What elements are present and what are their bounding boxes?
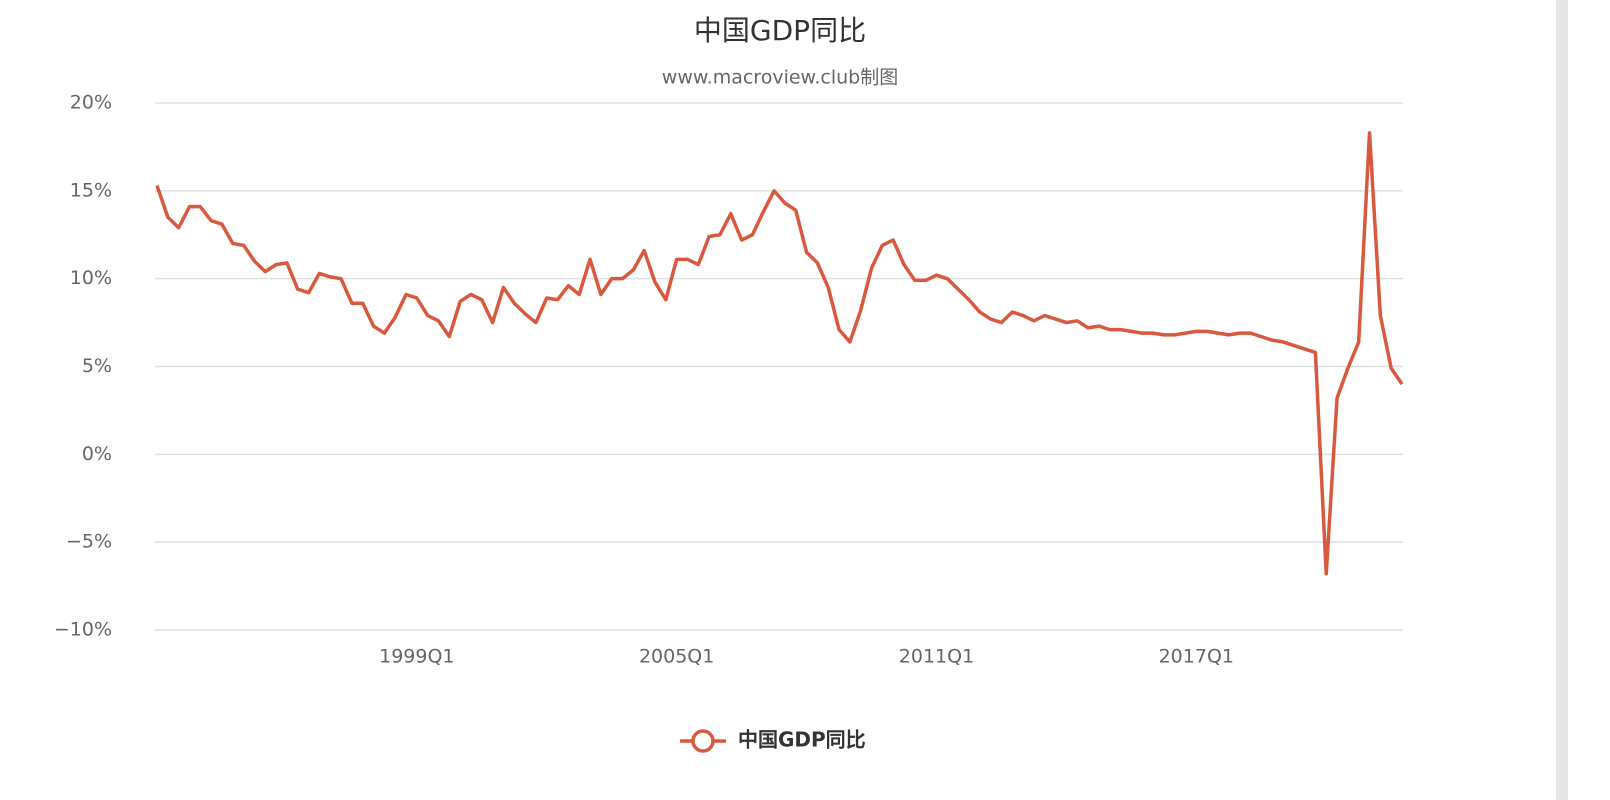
x-tick-label: 2017Q1 xyxy=(1159,646,1234,668)
y-tick-label: 10% xyxy=(70,267,112,289)
data-line xyxy=(155,131,1404,576)
legend-label: 中国GDP同比 xyxy=(738,728,866,752)
legend-marker xyxy=(691,729,715,753)
chart-subtitle: www.macroview.club制图 xyxy=(662,67,898,89)
y-tick-label: 15% xyxy=(70,179,112,201)
y-tick-label: −5% xyxy=(66,531,112,553)
scrollbar xyxy=(1556,0,1568,800)
chart-title: 中国GDP同比 xyxy=(694,14,866,47)
x-tick-label: 2005Q1 xyxy=(639,646,714,668)
y-tick-label: 5% xyxy=(82,355,112,377)
x-tick-label: 1999Q1 xyxy=(379,646,454,668)
x-tick-label: 2011Q1 xyxy=(899,646,974,668)
y-tick-label: 0% xyxy=(82,443,112,465)
y-tick-label: −10% xyxy=(54,619,112,641)
y-tick-label: 20% xyxy=(70,92,112,114)
